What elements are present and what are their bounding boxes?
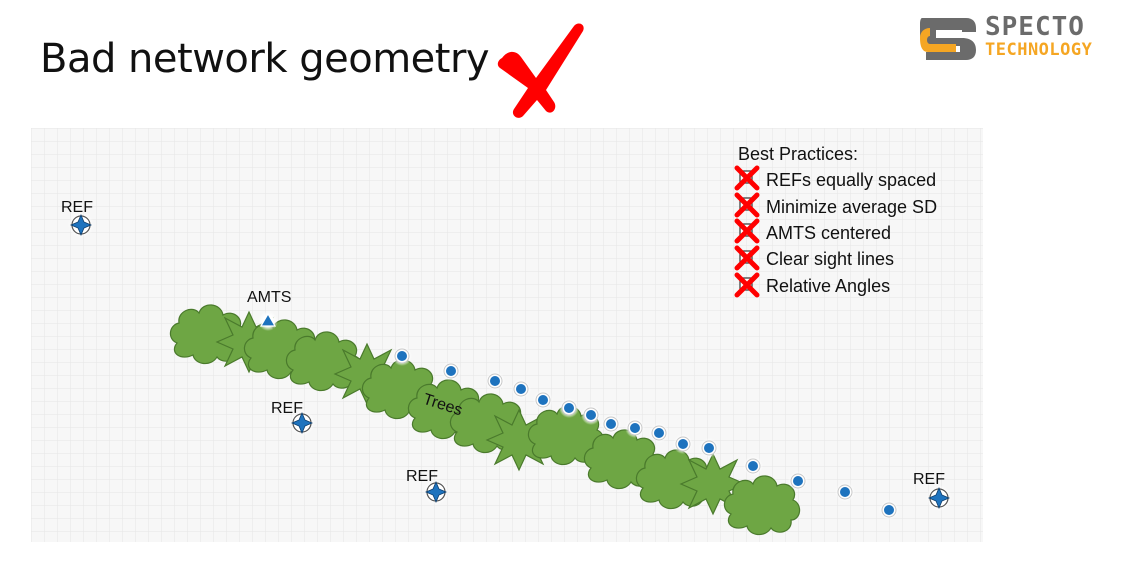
specto-logo-icon [920,18,976,60]
ref-label: REF [913,471,945,488]
observation-point [878,499,900,521]
best-practice-item: AMTS centered [734,218,891,244]
amts-triangle-icon [258,311,278,331]
observation-point [558,397,580,419]
red-cross-icon [734,245,760,271]
observation-point [484,370,506,392]
observation-point [834,481,856,503]
cross-mark [497,23,584,118]
best-practice-label: Relative Angles [766,276,890,296]
ref-point-icon [422,478,450,506]
best-practice-item: Relative Angles [734,272,890,298]
observation-point [648,422,670,444]
best-practice-label: Minimize average SD [766,197,937,217]
best-practices-list: Best Practices: REFs equally spaced Mini… [734,144,937,298]
observation-point [624,417,646,439]
observation-point [672,433,694,455]
observation-point [787,470,809,492]
ref-label: REF [61,199,93,216]
best-practice-label: AMTS centered [766,223,891,243]
best-practice-label: REFs equally spaced [766,170,936,190]
red-cross-icon [734,272,760,298]
red-cross-icon [734,218,760,244]
observation-point [510,378,532,400]
network-diagram: Trees AMTS REF REF REF REF Best Practice… [31,128,983,542]
observation-point [742,455,764,477]
ref-point-icon [288,409,316,437]
logo-word-technology: TECHNOLOGY [985,40,1093,60]
amts-label: AMTS [247,289,291,306]
observation-point [698,437,720,459]
observation-point [580,404,602,426]
ref-point-icon [925,484,953,512]
red-cross-icon [734,192,760,218]
observation-point [440,360,462,382]
best-practices-heading: Best Practices: [738,144,858,164]
logo-word-specto: SPECTO [985,12,1085,42]
slide-title: Bad network geometry [40,36,490,82]
observation-point [532,389,554,411]
best-practice-item: Clear sight lines [734,245,894,271]
large-red-x-icon [497,23,584,118]
red-cross-icon [734,165,760,191]
observation-point [600,413,622,435]
observation-point [391,345,413,367]
specto-logo: SPECTO TECHNOLOGY [916,12,1121,64]
best-practice-label: Clear sight lines [766,249,894,269]
ref-point-icon [67,211,95,239]
best-practice-item: REFs equally spaced [734,165,936,191]
tree [723,475,801,536]
best-practice-item: Minimize average SD [734,192,937,218]
